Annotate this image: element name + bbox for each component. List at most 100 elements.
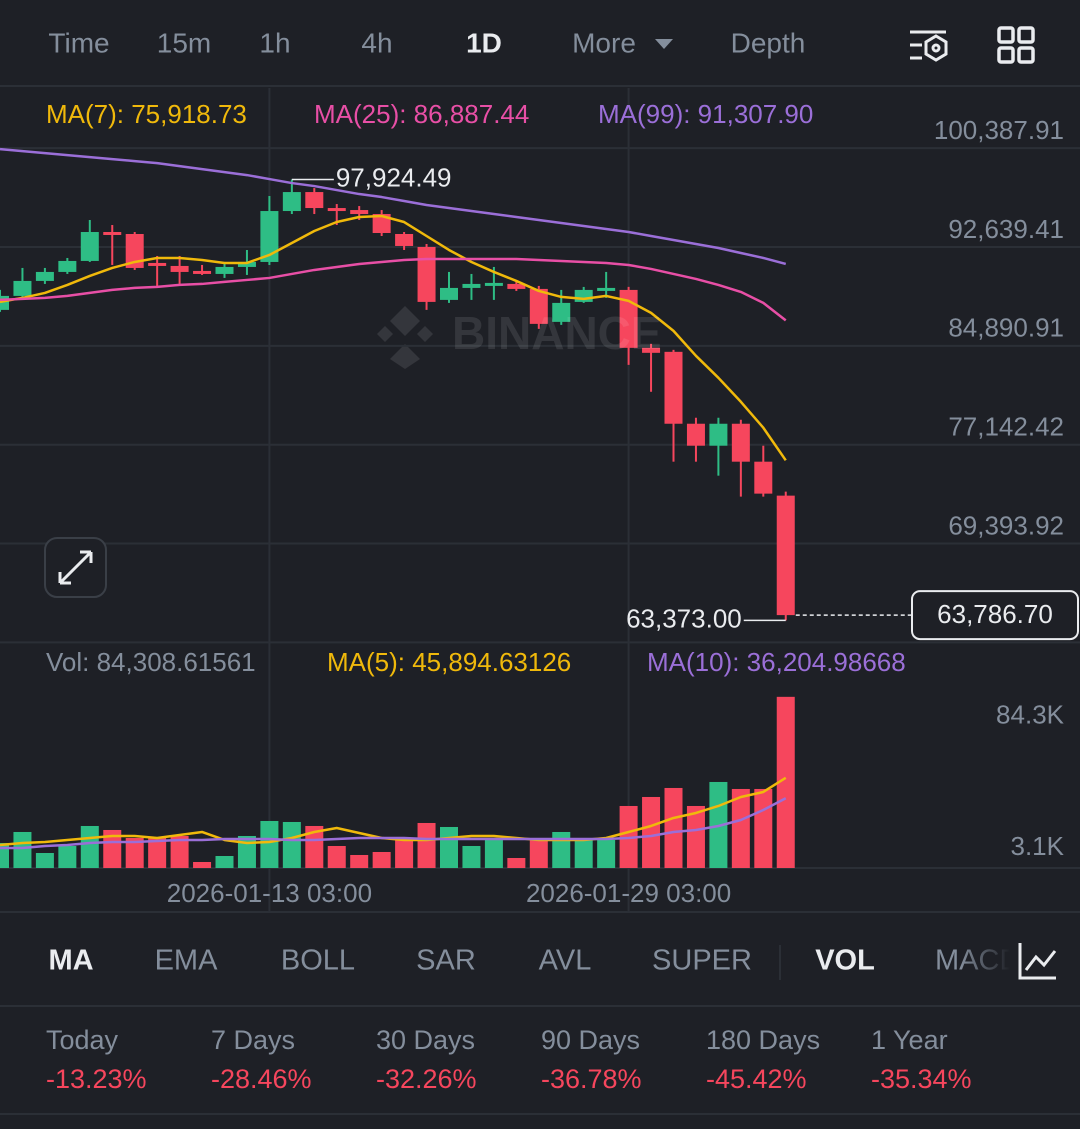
volume-bar (417, 822, 436, 868)
ma-line (0, 214, 787, 462)
x-tick-label: 2026-01-29 03:00 (526, 878, 731, 908)
timeframe-tab[interactable]: More (572, 27, 636, 58)
watermark-logo (377, 306, 433, 369)
candle-body (552, 302, 571, 322)
volume-bar (13, 831, 32, 868)
volume-bar (80, 825, 99, 868)
volume-bar (170, 835, 189, 868)
candle-body (664, 351, 683, 424)
stat-period: 90 Days (541, 1025, 640, 1055)
legend-entry: MA(10): 36,204.98668 (647, 647, 906, 677)
candle-body (103, 232, 122, 235)
y-tick-label: 84.3K (996, 700, 1065, 730)
candle-body (776, 495, 795, 616)
last-price-box (911, 590, 1079, 641)
stat-change: -45.42% (706, 1064, 807, 1094)
timeframe-tab[interactable]: 4h (361, 27, 392, 58)
volume-ma-line (0, 797, 787, 850)
legend-entry: MA(7): 75,918.73 (46, 99, 247, 129)
stat-change: -35.34% (871, 1064, 972, 1094)
candle-body (125, 233, 144, 268)
layout-icon[interactable] (997, 26, 1035, 64)
y-tick-label: 77,142.42 (948, 412, 1064, 442)
candle-body (484, 282, 503, 286)
candle-body (372, 214, 391, 234)
candle-body (327, 208, 346, 212)
candle-body (148, 262, 167, 266)
candle-body (350, 210, 369, 215)
last-price-label: 63,786.70 (937, 599, 1053, 629)
indicator-tab[interactable]: BOLL (281, 945, 355, 977)
legend-entry: MA(99): 91,307.90 (598, 99, 813, 129)
candle-body (529, 288, 548, 324)
y-tick-label: 92,639.41 (948, 214, 1064, 244)
stat-change: -28.46% (211, 1064, 312, 1094)
volume-bar (642, 796, 661, 868)
timeframe-tab[interactable]: Depth (731, 27, 806, 58)
indicator-tab[interactable]: EMA (155, 945, 219, 977)
timeframe-tab[interactable]: Time (48, 27, 109, 58)
candle-body (754, 461, 773, 494)
dropdown-arrow (655, 39, 673, 49)
volume-bar (0, 842, 9, 868)
volume-bar (215, 855, 234, 868)
x-tick-label: 2026-01-13 03:00 (167, 878, 372, 908)
y-tick-label: 100,387.91 (934, 115, 1064, 145)
timeframe-tab[interactable]: 1h (259, 27, 290, 58)
indicator-tab[interactable]: SAR (416, 945, 476, 977)
indicator-tab[interactable]: SUPER (652, 945, 752, 977)
volume-bar (529, 839, 548, 868)
stat-change: -13.23% (46, 1064, 147, 1094)
volume-bar (260, 820, 279, 868)
volume-bar (664, 787, 683, 868)
candle-body (597, 287, 616, 291)
indicator-tab[interactable]: MA (48, 945, 93, 977)
volume-bar (686, 805, 705, 868)
candle-body (215, 266, 234, 274)
volume-bar (776, 696, 795, 868)
candle-body (58, 260, 77, 272)
settings-icon[interactable] (910, 30, 948, 62)
volume-bar (597, 839, 616, 868)
y-tick-label: 3.1K (1011, 831, 1065, 861)
candle-body (260, 211, 279, 262)
volume-bar (58, 845, 77, 868)
candle-body (282, 192, 301, 212)
volume-bar (507, 857, 526, 868)
annotation: 63,373.00 (626, 603, 742, 633)
volume-bar (148, 837, 167, 868)
volume-bar (125, 837, 144, 868)
candle-body (237, 261, 256, 267)
expand-button[interactable] (44, 537, 107, 598)
candle-body (731, 423, 750, 462)
candle-body (642, 347, 661, 353)
volume-bar (327, 845, 346, 868)
ma-line (0, 257, 787, 322)
stat-period: 180 Days (706, 1025, 820, 1055)
volume-bar (305, 825, 324, 868)
volume-bar (574, 839, 593, 868)
candle-body (0, 295, 9, 310)
chart-style-icon[interactable] (1018, 943, 1057, 980)
stat-period: 1 Year (871, 1025, 948, 1055)
candle-body (709, 423, 728, 446)
indicator-tab[interactable]: AVL (539, 945, 592, 977)
candle-body (35, 271, 54, 281)
candle-body (417, 246, 436, 302)
stat-period: 7 Days (211, 1025, 295, 1055)
timeframe-tab[interactable]: 15m (157, 27, 211, 58)
volume-bar (395, 837, 414, 868)
stat-period: Today (46, 1025, 119, 1055)
candle-body (80, 232, 99, 261)
candle-body (440, 287, 458, 300)
volume-bar (440, 826, 458, 868)
indicator-tab[interactable]: VOL (815, 945, 875, 977)
y-tick-label: 69,393.92 (948, 510, 1064, 540)
legend-entry: MA(5): 45,894.63126 (327, 647, 571, 677)
timeframe-tab[interactable]: 1D (466, 27, 502, 58)
candle-body (13, 280, 32, 296)
watermark: BINANCE (452, 307, 662, 359)
volume-bar (372, 851, 391, 868)
